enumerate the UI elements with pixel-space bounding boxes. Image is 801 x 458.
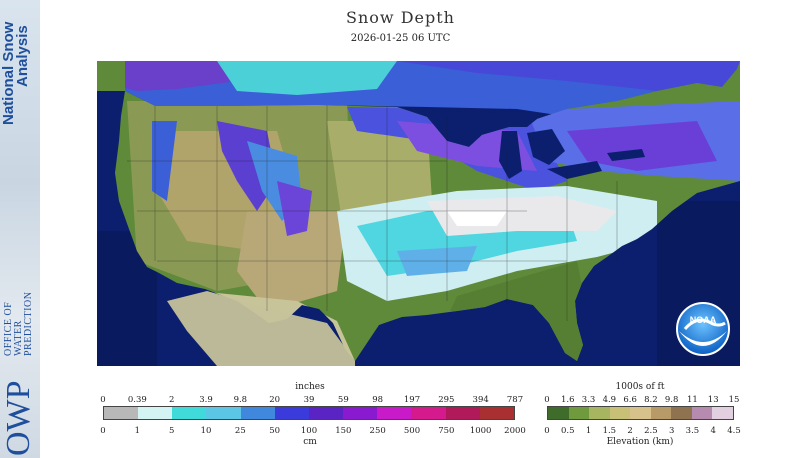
elevation-km-tick: 4.5 <box>727 426 741 436</box>
snow-cm-tick: 250 <box>369 426 386 436</box>
elevation-km-tick: 3.5 <box>685 426 700 436</box>
legend-swatch <box>172 407 207 419</box>
snow-inch-tick: 197 <box>403 395 421 405</box>
legend-swatch <box>671 407 692 419</box>
snow-inch-tick: 394 <box>472 395 489 405</box>
snow-legend-unit-bottom: cm <box>303 437 317 447</box>
snow-inch-tick: 98 <box>372 395 384 405</box>
office-of-water-prediction: OFFICE OF WATER PREDICTION <box>3 291 34 356</box>
snow-inch-tick: 0 <box>100 395 106 405</box>
legend-swatch <box>445 407 480 419</box>
snow-inch-tick: 295 <box>438 395 455 405</box>
snow-depth-map[interactable]: NOAA <box>97 61 740 366</box>
snow-cm-tick: 500 <box>403 426 421 436</box>
snow-cm-tick: 10 <box>200 426 212 436</box>
snow-legend-colorbar <box>103 406 515 420</box>
analysis-datetime: 2026-01-25 06 UTC <box>350 33 451 44</box>
legend-swatch <box>548 407 569 419</box>
elevation-feet-tick: 13 <box>707 395 719 405</box>
snow-cm-tick: 2000 <box>504 426 526 436</box>
legend-swatch <box>308 407 344 419</box>
legend-swatch <box>630 407 651 419</box>
snow-cm-tick: 100 <box>300 426 318 436</box>
elevation-legend-unit-top: 1000s of ft <box>615 382 665 392</box>
snow-legend-unit-top: inches <box>295 382 325 392</box>
noaa-logo-icon <box>676 302 730 356</box>
legend-swatch <box>274 407 309 419</box>
elevation-km-tick: 0.5 <box>561 426 575 436</box>
snow-cm-tick: 0 <box>100 426 106 436</box>
elevation-km-tick: 3 <box>668 426 675 436</box>
legend-swatch <box>589 407 610 419</box>
elevation-feet-tick: 11 <box>687 395 698 405</box>
sidebar-strip: National Snow Analysis OFFICE OF WATER P… <box>0 0 40 458</box>
elevation-feet-tick: 6.6 <box>623 395 637 405</box>
snow-cm-tick: 750 <box>438 426 455 436</box>
elevation-feet-tick: 8.2 <box>644 395 658 405</box>
legend-swatch <box>343 407 378 419</box>
elevation-km-tick: 2.5 <box>644 426 658 436</box>
snow-cm-tick: 5 <box>168 426 175 436</box>
legend-swatch <box>377 407 412 419</box>
snow-inch-tick: 787 <box>506 395 524 405</box>
snow-inch-tick: 3.9 <box>199 395 213 405</box>
elevation-feet-tick: 9.8 <box>664 395 679 405</box>
elevation-feet-tick: 15 <box>728 395 740 405</box>
legend-swatch <box>104 407 139 419</box>
elevation-legend-unit-bottom: Elevation (km) <box>606 437 674 447</box>
snow-inch-tick: 20 <box>269 395 281 405</box>
owp-logo: OWP <box>0 380 37 456</box>
elevation-km-tick: 1.5 <box>602 426 617 436</box>
elevation-feet-tick: 3.3 <box>581 395 596 405</box>
noaa-badge: NOAA <box>690 315 717 325</box>
elevation-km-tick: 0 <box>544 426 550 436</box>
elevation-feet-tick: 1.6 <box>561 395 575 405</box>
snow-cm-tick: 1 <box>134 426 141 436</box>
snow-inch-tick: 39 <box>303 395 315 405</box>
elevation-km-tick: 2 <box>627 426 633 436</box>
legend-swatch <box>411 407 446 419</box>
legend-swatch <box>609 407 631 419</box>
snow-inch-tick: 2 <box>168 395 175 405</box>
elevation-legend-colorbar <box>547 406 734 420</box>
snow-inch-tick: 0.39 <box>127 395 147 405</box>
legend-swatch <box>240 407 275 419</box>
snow-cm-tick: 1000 <box>469 426 492 436</box>
legend-swatch <box>206 407 241 419</box>
legend-swatch <box>138 407 173 419</box>
legend-swatch <box>568 407 590 419</box>
snow-cm-tick: 150 <box>335 426 352 436</box>
page-title: Snow Depth <box>346 8 455 27</box>
elevation-km-tick: 4 <box>710 426 716 436</box>
elevation-feet-tick: 4.9 <box>602 395 617 405</box>
snow-inch-tick: 59 <box>337 395 349 405</box>
snow-cm-tick: 25 <box>234 426 246 436</box>
legend-swatch <box>691 407 713 419</box>
elevation-km-tick: 1 <box>585 426 592 436</box>
snow-cm-tick: 50 <box>269 426 281 436</box>
legend-swatch <box>712 407 733 419</box>
snow-inch-tick: 9.8 <box>233 395 248 405</box>
legend-swatch <box>650 407 672 419</box>
elevation-feet-tick: 0 <box>544 395 550 405</box>
legend-swatch <box>479 407 514 419</box>
org-line-3: PREDICTION <box>23 291 34 356</box>
